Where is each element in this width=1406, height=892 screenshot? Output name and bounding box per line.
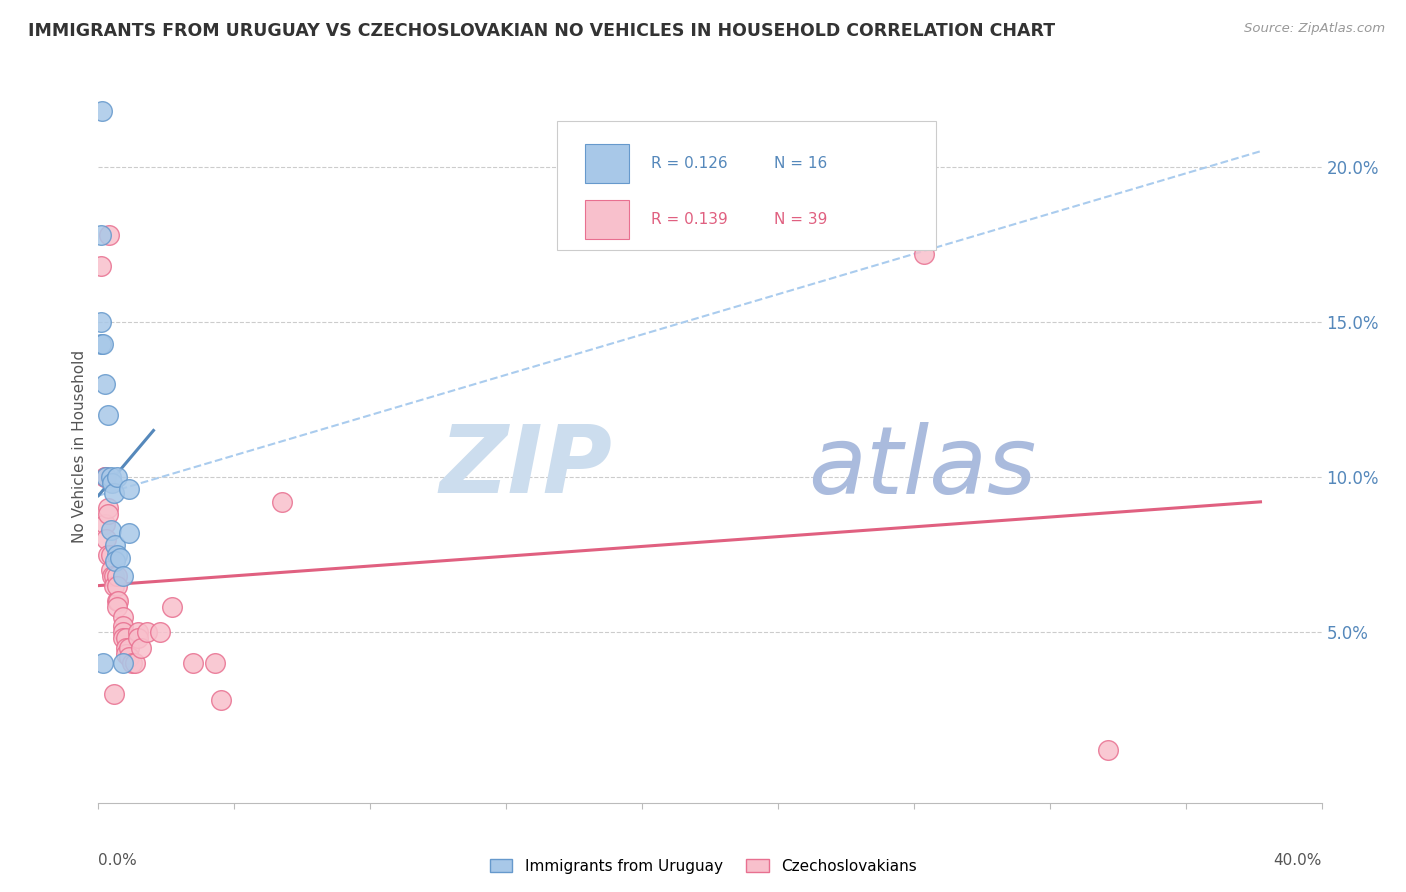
Point bbox=[127, 625, 149, 640]
Point bbox=[115, 647, 138, 661]
Bar bbox=[585, 200, 630, 239]
Point bbox=[90, 227, 112, 242]
Text: N = 16: N = 16 bbox=[773, 156, 827, 171]
Point bbox=[103, 687, 125, 701]
Point bbox=[912, 246, 935, 260]
Point bbox=[105, 470, 128, 484]
Point bbox=[100, 563, 122, 577]
Point bbox=[124, 656, 146, 670]
Text: IMMIGRANTS FROM URUGUAY VS CZECHOSLOVAKIAN NO VEHICLES IN HOUSEHOLD CORRELATION : IMMIGRANTS FROM URUGUAY VS CZECHOSLOVAKI… bbox=[28, 22, 1056, 40]
Point bbox=[90, 336, 112, 351]
Point bbox=[105, 600, 128, 615]
Point bbox=[103, 579, 125, 593]
Text: 40.0%: 40.0% bbox=[1274, 853, 1322, 868]
Text: Source: ZipAtlas.com: Source: ZipAtlas.com bbox=[1244, 22, 1385, 36]
Point bbox=[100, 470, 122, 484]
Point bbox=[270, 495, 292, 509]
Text: atlas: atlas bbox=[808, 422, 1036, 513]
Point bbox=[1097, 743, 1119, 757]
Point bbox=[111, 609, 134, 624]
Point bbox=[103, 569, 125, 583]
Point bbox=[111, 569, 134, 583]
Point bbox=[90, 259, 112, 273]
Point bbox=[118, 640, 141, 655]
Point bbox=[111, 632, 134, 646]
Y-axis label: No Vehicles in Household: No Vehicles in Household bbox=[72, 350, 87, 542]
Text: ZIP: ZIP bbox=[439, 421, 612, 514]
FancyBboxPatch shape bbox=[557, 121, 936, 250]
Point bbox=[111, 625, 134, 640]
Point bbox=[104, 554, 127, 568]
Point bbox=[94, 532, 117, 546]
Legend: Immigrants from Uruguay, Czechoslovakians: Immigrants from Uruguay, Czechoslovakian… bbox=[484, 853, 922, 880]
Point bbox=[97, 508, 120, 522]
Point bbox=[181, 656, 204, 670]
Point bbox=[127, 632, 149, 646]
Point bbox=[94, 470, 117, 484]
Point bbox=[105, 594, 128, 608]
Text: N = 39: N = 39 bbox=[773, 212, 827, 227]
Point bbox=[93, 516, 115, 531]
Point bbox=[136, 625, 159, 640]
Point bbox=[107, 594, 129, 608]
Point bbox=[115, 640, 138, 655]
Point bbox=[111, 619, 134, 633]
Point bbox=[93, 470, 115, 484]
Point bbox=[91, 103, 114, 118]
Point bbox=[118, 483, 141, 497]
Point bbox=[104, 538, 127, 552]
Point bbox=[97, 408, 120, 422]
Point bbox=[160, 600, 183, 615]
Point bbox=[100, 523, 122, 537]
Point bbox=[209, 693, 232, 707]
Point bbox=[103, 485, 125, 500]
Point bbox=[111, 656, 134, 670]
Point bbox=[115, 632, 138, 646]
Point bbox=[101, 569, 124, 583]
Point bbox=[97, 548, 120, 562]
Point bbox=[90, 315, 112, 329]
Point bbox=[108, 550, 131, 565]
Point bbox=[105, 569, 128, 583]
Point bbox=[118, 650, 141, 665]
Point bbox=[97, 501, 120, 516]
Bar bbox=[585, 145, 630, 184]
Point bbox=[93, 470, 115, 484]
Point bbox=[101, 476, 124, 491]
Point bbox=[91, 336, 114, 351]
Point bbox=[204, 656, 226, 670]
Point bbox=[149, 625, 172, 640]
Point bbox=[91, 656, 114, 670]
Point bbox=[118, 525, 141, 540]
Point bbox=[105, 579, 128, 593]
Point bbox=[105, 548, 128, 562]
Point bbox=[121, 656, 143, 670]
Point bbox=[98, 227, 121, 242]
Text: R = 0.126: R = 0.126 bbox=[651, 156, 728, 171]
Point bbox=[93, 376, 115, 391]
Text: R = 0.139: R = 0.139 bbox=[651, 212, 728, 227]
Point bbox=[100, 548, 122, 562]
Point bbox=[129, 640, 152, 655]
Text: 0.0%: 0.0% bbox=[98, 853, 138, 868]
